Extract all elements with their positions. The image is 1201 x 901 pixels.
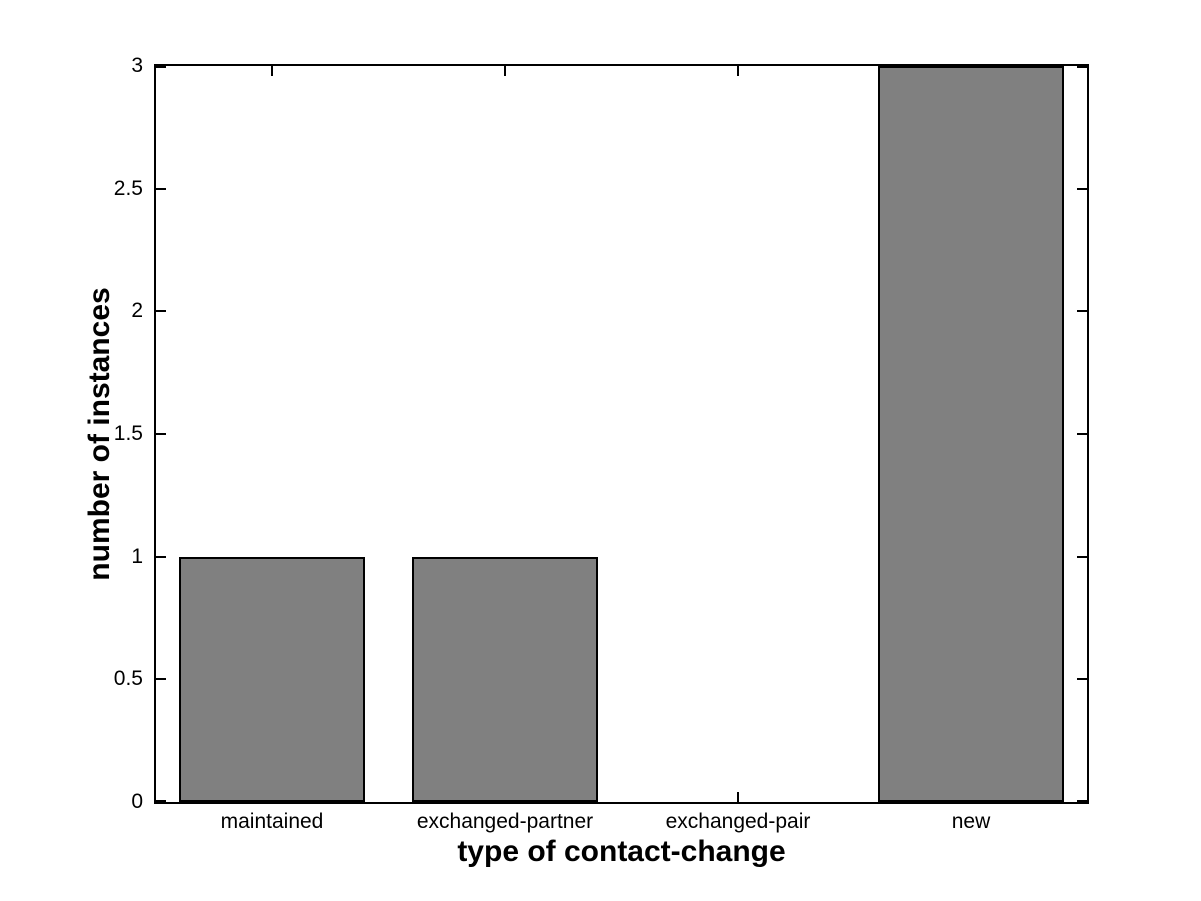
x-tick-label-new: new — [951, 810, 991, 833]
y-tick-right-3 — [1077, 66, 1087, 68]
x-axis-label: type of contact-change — [457, 835, 786, 868]
x-tick-bottom-exchanged-pair — [737, 792, 739, 802]
y-tick-label-0: 0 — [131, 790, 143, 813]
y-tick-left-2 — [156, 310, 166, 312]
y-tick-label-3: 3 — [131, 54, 143, 77]
y-tick-left-0.5 — [156, 678, 166, 680]
x-tick-top-exchanged-pair — [737, 66, 739, 76]
y-tick-right-0 — [1077, 800, 1087, 802]
y-tick-right-1.5 — [1077, 433, 1087, 435]
y-tick-label-1.5: 1.5 — [113, 422, 143, 445]
y-tick-left-3 — [156, 66, 166, 68]
y-tick-right-2 — [1077, 310, 1087, 312]
y-tick-left-0 — [156, 800, 166, 802]
y-tick-right-0.5 — [1077, 678, 1087, 680]
y-tick-label-2: 2 — [131, 299, 143, 322]
y-tick-left-2.5 — [156, 188, 166, 190]
x-tick-label-maintained: maintained — [220, 810, 324, 833]
x-tick-top-maintained — [271, 66, 273, 76]
y-tick-right-2.5 — [1077, 188, 1087, 190]
y-tick-left-1 — [156, 556, 166, 558]
y-tick-left-1.5 — [156, 433, 166, 435]
plot-area — [154, 64, 1089, 804]
y-tick-right-1 — [1077, 556, 1087, 558]
bar-exchanged-partner — [412, 557, 598, 802]
y-tick-label-1: 1 — [131, 545, 143, 568]
bar-new — [878, 66, 1064, 802]
y-tick-label-2.5: 2.5 — [113, 177, 143, 200]
x-tick-label-exchanged-pair: exchanged-pair — [665, 810, 811, 833]
y-tick-label-0.5: 0.5 — [113, 667, 143, 690]
x-tick-top-exchanged-partner — [504, 66, 506, 76]
bar-maintained — [179, 557, 365, 802]
x-tick-label-exchanged-partner: exchanged-partner — [416, 810, 594, 833]
